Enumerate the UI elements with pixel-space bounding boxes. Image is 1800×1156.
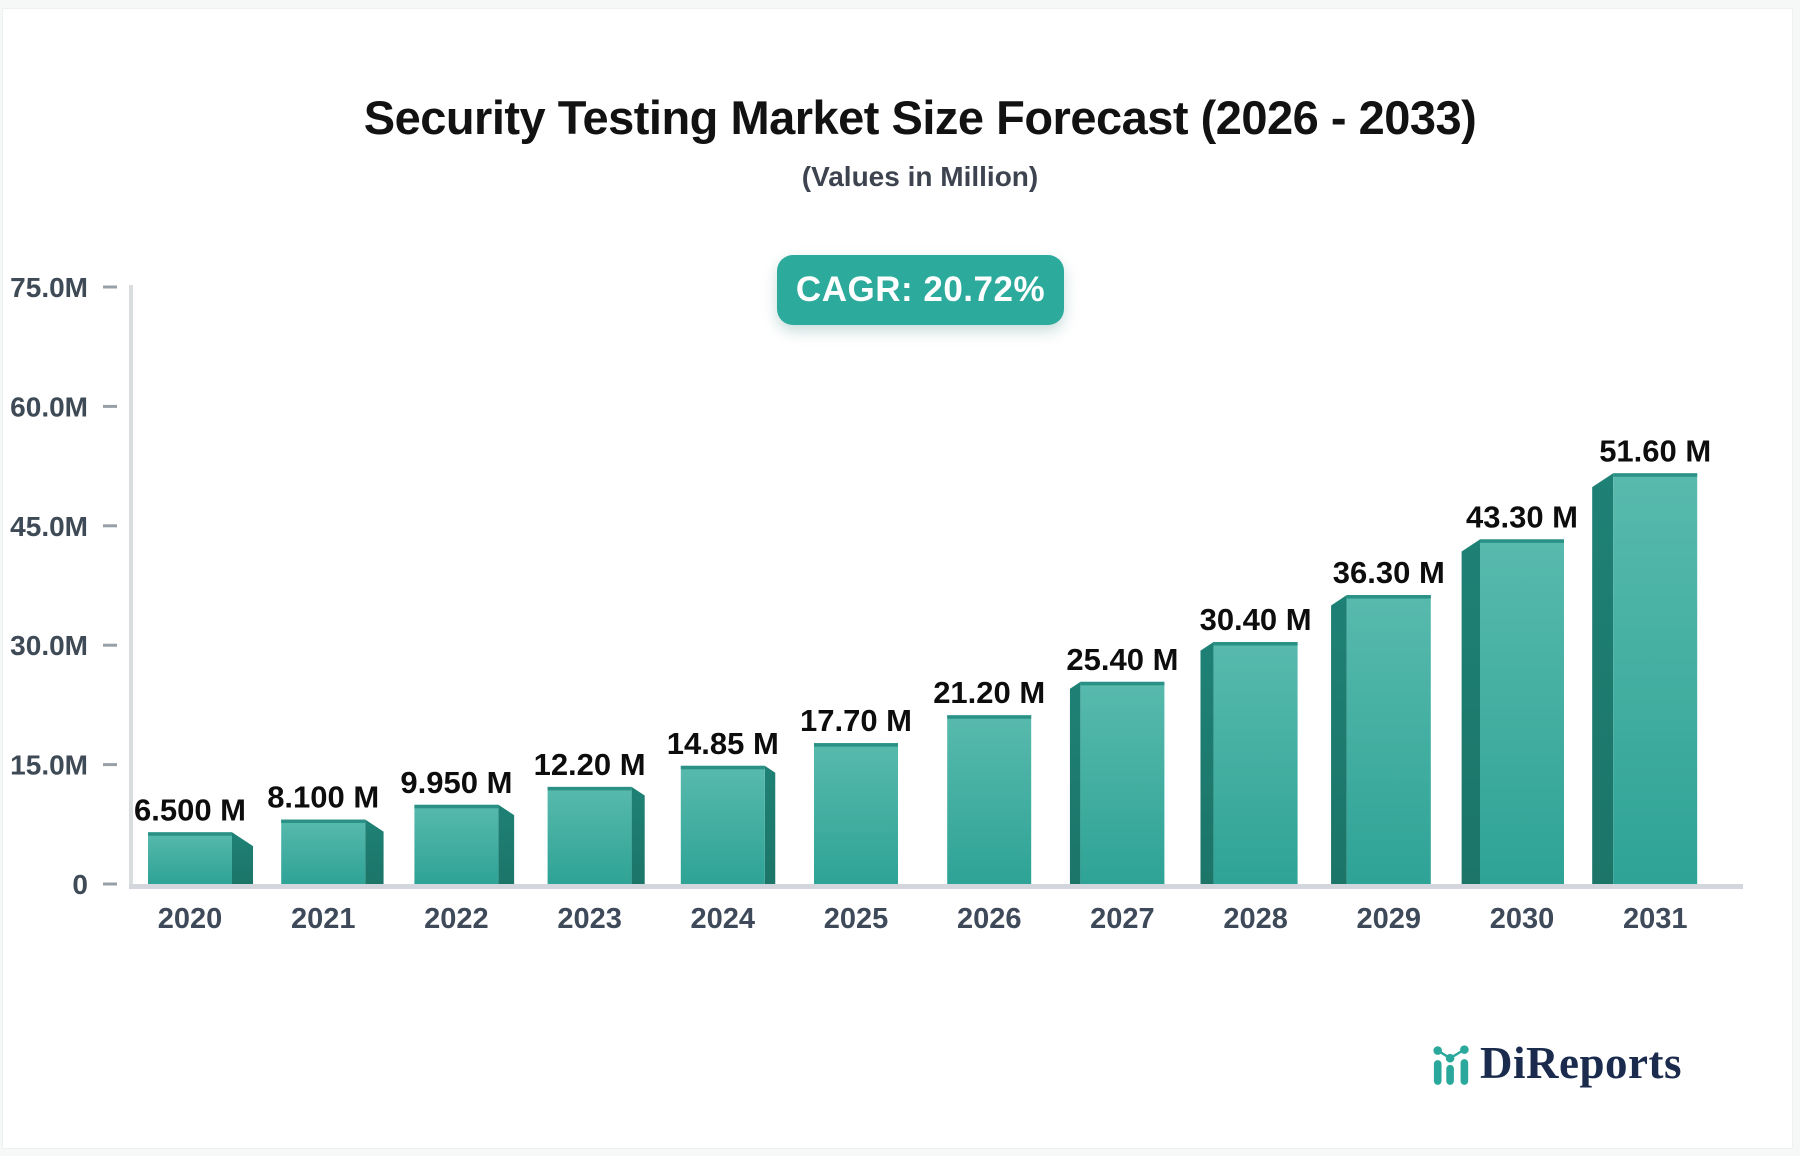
bar-front-face — [547, 786, 632, 884]
bar-side-face — [1592, 473, 1614, 884]
bar-2024: 14.85 M 2024 — [667, 726, 779, 935]
bar-2031: 51.60 M 2031 — [1592, 433, 1711, 935]
bar-top-edge — [1213, 642, 1298, 646]
bar-value-label: 25.40 M — [1066, 642, 1178, 677]
y-tick-label: 60.0M — [10, 391, 88, 422]
bar-front-face — [1480, 539, 1564, 884]
bar-value-label: 9.950 M — [400, 765, 512, 800]
x-axis-category-label: 2029 — [1357, 903, 1422, 935]
bar-side-face — [1069, 681, 1081, 884]
bar-top-edge — [1080, 681, 1165, 686]
y-tick-mark — [103, 524, 117, 528]
bar-top-edge — [281, 819, 366, 824]
bar-2027: 25.40 M 2027 — [1066, 642, 1178, 935]
bar-top-edge — [414, 804, 499, 809]
bar-value-label: 43.30 M — [1466, 499, 1578, 534]
bar-value-label: 21.20 M — [933, 675, 1045, 710]
bar-side-face — [365, 819, 384, 884]
y-tick-label: 30.0M — [10, 630, 88, 661]
bar-2022: 9.950 M 2022 — [400, 765, 515, 935]
bar-front-face — [814, 743, 898, 884]
y-tick-label: 0 — [72, 869, 88, 900]
y-tick-mark — [103, 285, 117, 289]
bar-value-label: 14.85 M — [667, 726, 779, 761]
x-axis-line — [129, 884, 1743, 889]
y-tick-mark — [103, 882, 117, 886]
x-axis-category-label: 2026 — [957, 903, 1022, 935]
bar-front-face — [1613, 473, 1698, 884]
y-tick-mark — [103, 763, 117, 767]
bar-chart-trend-icon — [1433, 1045, 1469, 1085]
x-axis-category-label: 2028 — [1223, 903, 1288, 935]
bar-top-edge — [547, 786, 632, 791]
bar-value-label: 8.100 M — [267, 780, 379, 815]
bar-front-face — [414, 804, 499, 884]
bar-value-label: 17.70 M — [800, 703, 912, 738]
x-axis-category-label: 2031 — [1623, 903, 1688, 935]
x-axis-category-label: 2020 — [158, 903, 223, 935]
bar-side-face — [631, 786, 645, 884]
bar-front-face — [1213, 642, 1298, 884]
x-axis-category-label: 2023 — [557, 903, 622, 935]
direports-logo: DiReports — [1432, 1036, 1682, 1086]
y-tick-label: 75.0M — [10, 272, 88, 303]
bar-side-face — [764, 765, 776, 884]
bar-2029: 36.30 M 2029 — [1331, 555, 1445, 935]
bar-value-label: 12.20 M — [534, 747, 646, 782]
bar-top-edge — [680, 765, 765, 770]
x-axis-category-label: 2024 — [691, 903, 756, 935]
bar-side-face — [1331, 595, 1347, 884]
bar-2030: 43.30 M 2030 — [1461, 499, 1578, 935]
bar-side-face — [498, 804, 515, 884]
bar-side-face — [1200, 642, 1214, 884]
cagr-badge-label: CAGR: 20.72% — [795, 270, 1046, 309]
bar-top-edge — [1346, 595, 1431, 599]
bar-top-edge — [148, 832, 232, 836]
x-axis-category-label: 2021 — [291, 903, 356, 935]
bar-value-label: 30.40 M — [1200, 602, 1312, 637]
bar-side-face — [1461, 539, 1480, 884]
bar-top-edge — [1480, 539, 1564, 543]
y-tick-mark — [103, 643, 117, 647]
chart-title: Security Testing Market Size Forecast (2… — [363, 91, 1477, 144]
bar-front-face — [947, 715, 1032, 884]
y-axis-line — [129, 285, 133, 889]
x-axis-category-label: 2025 — [824, 903, 889, 935]
bar-side-face — [232, 832, 254, 884]
y-tick-label: 45.0M — [10, 511, 88, 542]
y-tick-mark — [103, 404, 117, 408]
direports-logo-text: DiReports — [1480, 1038, 1682, 1088]
cagr-badge: CAGR: 20.72% — [777, 255, 1064, 325]
bar-front-face — [1080, 681, 1165, 884]
y-tick-label: 15.0M — [10, 750, 88, 781]
bar-front-face — [148, 832, 232, 884]
bar-2021: 8.100 M 2021 — [267, 780, 384, 935]
chart-layer: 0 15.0M 30.0M 45.0M 60.0M 75.0M 6.500 M 2020 8.1… — [10, 272, 1743, 935]
bar-2026: 21.20 M 2026 — [933, 675, 1045, 935]
bar-2023: 12.20 M 2023 — [534, 747, 646, 935]
bar-value-label: 51.60 M — [1599, 433, 1711, 468]
bar-2028: 30.40 M 2028 — [1200, 602, 1312, 935]
bar-2020: 6.500 M 2020 — [134, 792, 254, 935]
bar-front-face — [680, 765, 765, 884]
bar-top-edge — [947, 715, 1032, 719]
bar-front-face — [1346, 595, 1431, 884]
x-axis-category-label: 2027 — [1090, 903, 1155, 935]
bar-top-edge — [814, 743, 898, 747]
x-axis-category-label: 2030 — [1490, 903, 1555, 935]
chart-subtitle: (Values in Million) — [801, 161, 1039, 192]
x-axis-category-label: 2022 — [424, 903, 489, 935]
bar-value-label: 36.30 M — [1333, 555, 1445, 590]
bar-front-face — [281, 819, 366, 884]
bar-top-edge — [1613, 473, 1698, 477]
bar-2025: 17.70 M 2025 — [800, 703, 912, 935]
bar-value-label: 6.500 M — [134, 792, 246, 827]
